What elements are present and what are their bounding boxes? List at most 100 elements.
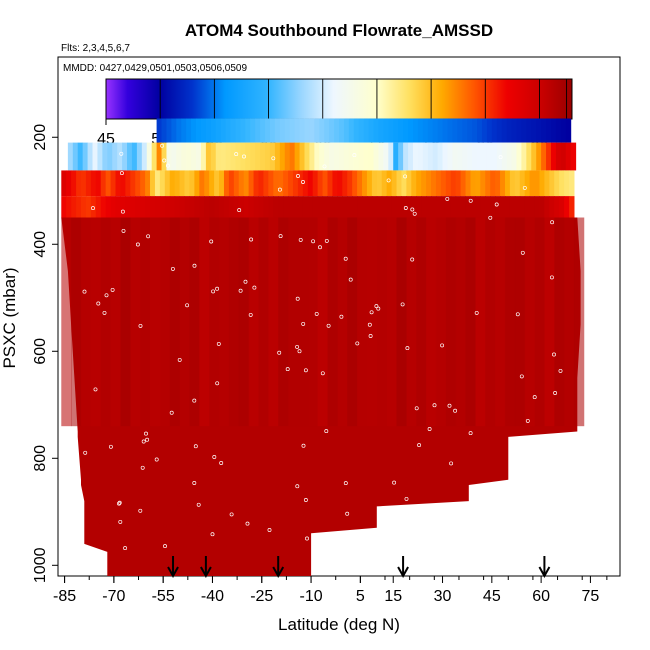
heatmap-cell [403,142,409,171]
heatmap-column [564,217,575,427]
sample-marker [119,151,124,156]
heatmap-cell [115,170,121,197]
sample-marker [301,443,306,448]
heatmap-cell [343,118,350,143]
heatmap-column [554,217,565,427]
sample-marker [138,323,143,328]
heatmap-cell [462,142,468,171]
sample-marker [162,158,167,163]
heatmap-cell [122,142,128,171]
sample-marker [352,153,357,158]
sample-marker [368,334,373,338]
heatmap-cell [381,196,388,218]
heatmap-cell [174,170,181,197]
sample-marker [386,178,391,183]
sample-marker [104,293,109,298]
heatmap-cell [421,170,427,197]
heatmap-cell [358,142,365,171]
heatmap-cell [500,196,506,218]
heatmap-cell [495,196,501,218]
heatmap-cell [342,170,348,197]
heatmap-cell [339,118,345,143]
heatmap-column [426,217,437,427]
heatmap-cell [485,170,491,197]
heatmap-cell [258,170,264,197]
heatmap-cell [480,196,486,218]
sample-marker [440,343,445,348]
heatmap-cell [186,118,192,143]
heatmap-cell [186,142,192,171]
heatmap-cell [145,196,151,218]
heatmap-cell [408,118,414,143]
heatmap-cell [398,142,404,171]
sample-marker [121,228,126,233]
heatmap-cell [524,170,531,197]
heatmap-cell [408,142,414,171]
sample-marker [295,296,300,301]
heatmap-cell [125,196,131,218]
heatmap-cell [549,170,555,197]
heatmap-cell [245,142,251,171]
heatmap-cell [462,118,468,143]
heatmap-cell [406,196,412,218]
heatmap-cell [205,142,212,171]
sample-marker [117,501,121,506]
sample-marker [285,367,290,372]
heatmap-cell [366,170,373,197]
heatmap-cell [215,118,222,143]
heatmap-cell [376,170,383,197]
heatmap-cell [467,142,473,171]
sample-marker [163,544,167,549]
sample-marker [271,156,276,161]
heatmap-cell [102,142,108,171]
heatmap-cell [215,142,222,171]
heatmap-cell [371,196,378,218]
heatmap-cell [504,170,511,197]
heatmap-column [110,217,121,427]
sample-marker [297,349,302,354]
heatmap-cell [401,170,407,197]
sample-marker [488,215,493,220]
heatmap-cell [238,196,245,218]
heatmap-column [386,217,397,427]
sample-marker [177,357,182,362]
heatmap-cell [511,142,517,171]
heatmap-cell [199,170,205,197]
heatmap-cell [279,142,286,171]
heatmap-cell [496,118,503,143]
heatmap-cell [526,142,532,171]
heatmap-cell [490,170,496,197]
heatmap-cell [541,142,547,171]
heatmap-cell [442,142,448,171]
heatmap-cell [534,170,540,197]
heatmap-cell [150,196,156,218]
heatmap-cell [299,118,305,143]
sample-marker [348,277,353,282]
heatmap-cell [440,170,447,197]
heatmap-cell [67,142,74,171]
sample-marker [432,403,437,408]
heatmap-cell [343,142,350,171]
sample-marker [243,279,248,284]
heatmap-column [406,217,417,427]
heatmap-column [475,217,486,427]
heatmap-cell [302,170,309,197]
latitude-arrow-head [538,566,551,579]
heatmap-cell [348,118,355,143]
sample-marker [277,350,282,355]
heatmap-cell [200,118,207,143]
heatmap-column [61,217,72,427]
heatmap-cell [179,170,186,197]
heatmap-cell [477,118,483,143]
sample-marker [324,429,329,434]
heatmap-cell [161,142,167,171]
heatmap-cell [92,142,98,171]
heatmap-cell [205,118,212,143]
heatmap-cell [376,196,383,218]
sample-marker [237,208,242,213]
heatmap-cell [66,196,72,218]
heatmap-column [455,217,466,427]
heatmap-cell [322,170,328,197]
heatmap-cell [536,142,542,171]
heatmap-cell [447,118,453,143]
